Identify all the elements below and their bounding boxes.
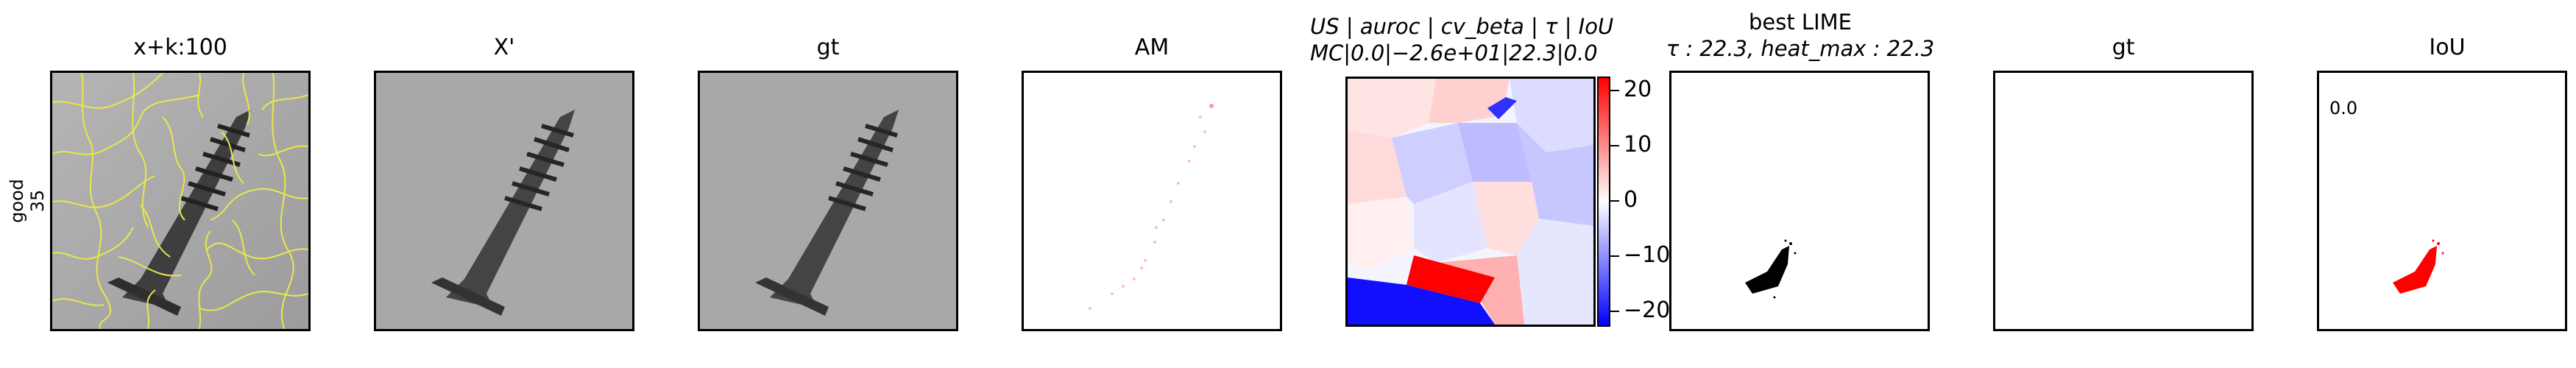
row-label: good 35 xyxy=(7,160,48,241)
colorbar-tick-20 xyxy=(1610,90,1619,91)
explanation-heatmap xyxy=(1348,79,1593,325)
superpixel-image xyxy=(52,73,308,329)
colorbar-tick-neg20 xyxy=(1610,311,1619,312)
panel-title-best-lime: best LIME τ : 22.3, heat_max : 22.3 xyxy=(1660,9,1940,62)
panel-title-am: AM xyxy=(1134,35,1170,60)
panel-title-gt: gt xyxy=(816,35,840,60)
colorbar-label-0: 0 xyxy=(1624,187,1638,213)
panel-title-xk: x+k:100 xyxy=(133,35,227,60)
panel-image-gt-input xyxy=(698,71,958,331)
panel-image-best-lime xyxy=(1669,71,1930,331)
anomaly-speckles xyxy=(1089,104,1214,310)
panel-image-gt-mask xyxy=(1993,71,2254,331)
colorbar-label-20: 20 xyxy=(1624,77,1652,102)
colorbar-tick-neg10 xyxy=(1610,255,1619,257)
screw-shape xyxy=(107,110,251,316)
best-lime-label: best LIME xyxy=(1748,10,1852,35)
colorbar xyxy=(1597,77,1610,327)
colorbar-label-neg10: −10 xyxy=(1624,242,1671,268)
panel-image-reconstruction xyxy=(374,71,634,331)
panel-image-explanation-heatmap xyxy=(1345,77,1596,327)
colorbar-label-neg20: −20 xyxy=(1624,297,1671,323)
colorbar-tick-0 xyxy=(1610,200,1619,202)
reconstruction-image xyxy=(376,73,632,329)
colorbar-label-10: 10 xyxy=(1624,132,1652,158)
iou-mask xyxy=(2393,239,2444,294)
panel-image-iou: 0.0 xyxy=(2317,71,2567,331)
panel-title-iou: IoU xyxy=(2429,35,2466,60)
panel-title-gt-mask: gt xyxy=(2112,35,2135,60)
best-lime-params: τ : 22.3, heat_max : 22.3 xyxy=(1666,36,1935,61)
metrics-values: MC|0.0|−2.6e+01|22.3|0.0 xyxy=(1310,40,1598,66)
panel-image-anomaly-map xyxy=(1022,71,1282,331)
best-lime-mask xyxy=(1671,73,1928,329)
colorbar-tick-10 xyxy=(1610,145,1619,146)
anomaly-map-image xyxy=(1024,73,1280,329)
iou-value: 0.0 xyxy=(2329,98,2358,118)
row-label-line1: good xyxy=(7,179,27,223)
panel-title-us-metrics: US | auroc | cv_beta | τ | IoU MC|0.0|−2… xyxy=(1310,13,1614,66)
panel-title-xprime: X' xyxy=(493,35,515,60)
metrics-header: US | auroc | cv_beta | τ | IoU xyxy=(1310,14,1614,39)
row-label-line2: 35 xyxy=(27,189,48,213)
superpixel-boundaries xyxy=(52,73,308,329)
gt-input-image xyxy=(700,73,956,329)
panel-image-superpixels xyxy=(50,71,311,331)
